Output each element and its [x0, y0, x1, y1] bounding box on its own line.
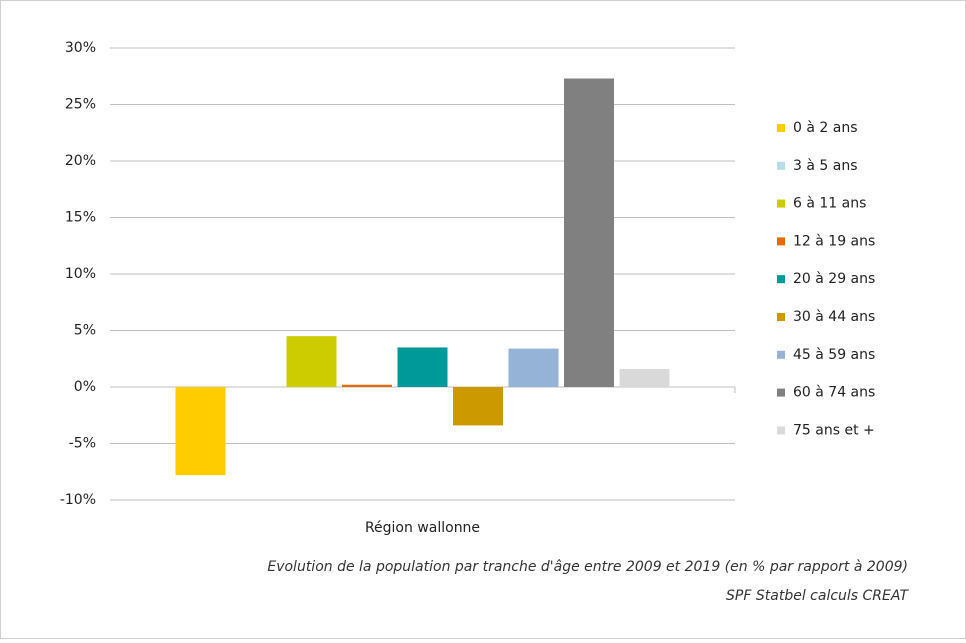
legend-label: 0 à 2 ans [793, 120, 858, 136]
legend-label: 12 à 19 ans [793, 233, 875, 249]
legend-label: 20 à 29 ans [793, 271, 875, 287]
y-tick-label: 5% [74, 323, 96, 339]
bar [397, 347, 448, 387]
bar [564, 78, 614, 387]
legend-swatch [777, 275, 785, 284]
legend-label: 6 à 11 ans [793, 196, 866, 212]
legend-label: 30 à 44 ans [793, 309, 875, 325]
y-tick-label: -10% [60, 492, 96, 508]
legend-swatch [777, 388, 785, 397]
legend-swatch [777, 237, 785, 246]
x-tick-label: Région wallonne [365, 520, 480, 536]
bar [508, 348, 559, 387]
bar [342, 384, 392, 387]
y-tick-label: -5% [69, 436, 96, 452]
legend-swatch [777, 161, 785, 170]
legend-swatch [777, 124, 785, 132]
legend-label: 45 à 59 ans [793, 347, 875, 363]
legend-label: 75 ans et + [793, 422, 875, 438]
legend-swatch [777, 199, 785, 208]
y-tick-label: 10% [65, 266, 96, 282]
legend-label: 60 à 74 ans [793, 385, 875, 401]
legend-swatch [777, 426, 785, 435]
bar [286, 336, 337, 387]
legend-swatch [777, 313, 785, 321]
y-tick-label: 20% [65, 153, 96, 169]
y-tick-label: 15% [65, 210, 96, 226]
source: SPF Statbel calculs CREAT [726, 588, 909, 604]
legend-swatch [777, 350, 785, 359]
caption: Evolution de la population par tranche d… [267, 559, 908, 575]
bar [453, 387, 503, 426]
legend-label: 3 à 5 ans [793, 158, 858, 174]
y-tick-label: 0% [74, 379, 96, 395]
bar [175, 387, 226, 476]
bar [619, 368, 670, 387]
y-tick-label: 25% [65, 97, 96, 113]
y-tick-label: 30% [65, 40, 96, 56]
